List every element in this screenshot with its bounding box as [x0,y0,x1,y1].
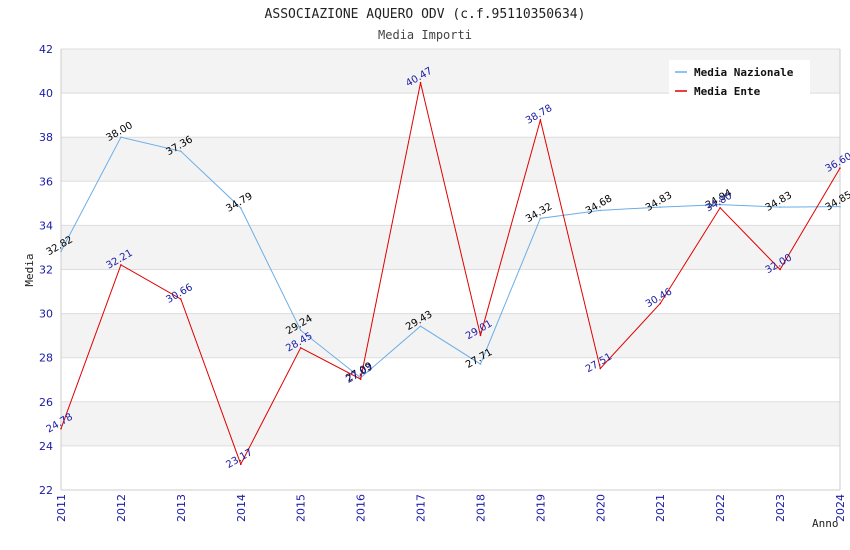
y-tick-label: 26 [39,396,53,409]
data-point [60,427,62,430]
legend-label: Media Ente [694,85,761,98]
x-tick-label: 2017 [415,494,428,522]
x-tick-label: 2023 [774,494,787,522]
legend-box [669,60,810,100]
data-point [839,167,841,169]
background-band [61,445,840,490]
y-tick-label: 24 [39,440,53,453]
series-group [60,81,841,466]
data-point [359,378,362,380]
data-point [599,367,602,370]
data-point [719,203,721,206]
background-band [61,137,840,182]
x-tick-label: 2014 [235,494,248,522]
background-band [61,269,840,314]
x-tick-label: 2016 [355,494,368,522]
data-point [419,325,422,327]
data-point [299,329,302,332]
data-point [120,264,122,266]
x-tick-label: 2011 [55,494,68,522]
x-tick-label: 2018 [474,494,487,522]
background-bands [61,49,840,490]
background-band [61,401,840,446]
y-tick-label: 42 [39,43,53,56]
y-tick-label: 38 [39,131,53,144]
y-tick-label: 30 [39,308,53,321]
data-point [719,206,721,209]
data-point [239,207,242,209]
background-band [61,93,840,138]
y-tick-label: 36 [39,175,53,188]
data-point [779,268,781,271]
x-axis-label: Anno [812,517,839,530]
data-point [419,81,422,84]
y-axis-label: Media [23,253,36,286]
x-tick-label: 2012 [115,494,128,522]
x-tick-label: 2015 [295,494,308,522]
series-line-media-ente [60,82,841,466]
data-point [599,209,602,212]
x-tick-label: 2013 [175,494,188,522]
data-point [479,363,482,365]
y-tick-label: 22 [39,484,53,497]
background-band [61,225,840,270]
y-tick-label: 28 [39,352,53,365]
y-tick-label: 40 [39,87,53,100]
y-tick-label: 32 [39,264,53,277]
chart-subtitle: Media Importi [378,28,472,42]
x-tick-label: 2024 [834,494,847,522]
data-point [659,302,662,305]
x-tick-label: 2020 [594,494,607,522]
y-tick-label: 34 [39,219,53,232]
x-tick-label: 2022 [714,494,727,522]
data-point [779,206,781,208]
chart-title: ASSOCIAZIONE AQUERO ODV (c.f.95110350634… [265,7,586,22]
background-band [61,181,840,226]
x-tick-label: 2019 [534,494,547,522]
data-point [299,346,302,349]
gridlines [60,48,841,491]
data-point [539,217,542,220]
x-axis-ticks: 2011 2012 2013 2014 2015 2016 2017 2018 2019 2020… [55,494,847,522]
data-point [659,206,662,208]
data-point [239,463,242,466]
legend-label: Media Nazionale [694,66,794,79]
series-line-media-nazionale [60,136,841,379]
data-point [539,119,542,121]
data-point [120,136,122,138]
data-point [839,205,841,208]
data-point [60,250,62,253]
data-point [180,298,182,300]
background-band [61,357,840,402]
x-tick-label: 2021 [654,494,667,522]
legend: Media Nazionale Media Ente [669,60,810,100]
data-point [180,150,182,153]
background-band [61,313,840,358]
data-point [479,334,482,337]
y-axis-ticks: 22 24 26 28 30 32 34 36 38 40 42 [39,43,53,497]
